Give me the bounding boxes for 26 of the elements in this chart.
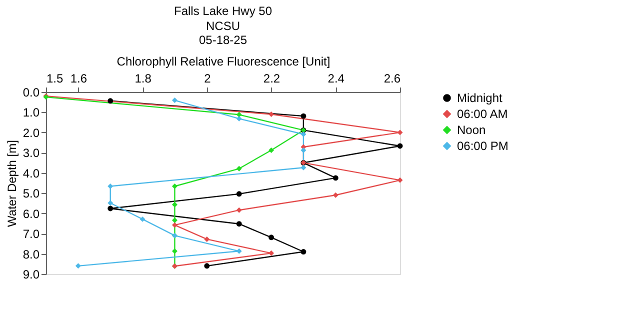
- x-tick-label: 2: [204, 72, 212, 86]
- x-tick-label: 2.4: [328, 72, 345, 86]
- y-tick-label: 5.0: [22, 186, 40, 201]
- y-tick-label: 2.0: [22, 126, 40, 140]
- y-tick-label: 6.0: [22, 206, 40, 221]
- y-tick-label: 1.0: [22, 106, 40, 120]
- y-tick-label: 3.0: [22, 146, 40, 160]
- chart-title: Falls Lake Hwy 50: [174, 4, 272, 18]
- legend-label: Midnight: [457, 91, 504, 105]
- y-tick-label: 7.0: [22, 227, 40, 242]
- x-tick-label: 2.6: [384, 72, 401, 86]
- y-tick-label: 8.0: [22, 247, 40, 262]
- y-tick-label: 0.0: [22, 86, 40, 100]
- text: NCSU: [206, 19, 240, 33]
- y-tick-label: 9.0: [22, 268, 40, 282]
- legend-label: 06:00 PM: [457, 139, 508, 153]
- x-tick-label: 1.8: [134, 72, 152, 86]
- x-tick-label: 1.5: [46, 72, 64, 86]
- text: 05-18-25: [198, 33, 248, 47]
- legend-label: Noon: [457, 123, 486, 137]
- y-tick-label: 4.0: [22, 166, 40, 180]
- y-axis-title: Water Depth [m]: [4, 140, 19, 227]
- legend-label: 06:00 AM: [457, 107, 508, 121]
- x-tick-label: 1.6: [70, 72, 88, 86]
- x-axis-title: Chlorophyll Relative Fluorescence [Unit]: [116, 54, 330, 68]
- x-tick-label: 2.2: [263, 72, 280, 86]
